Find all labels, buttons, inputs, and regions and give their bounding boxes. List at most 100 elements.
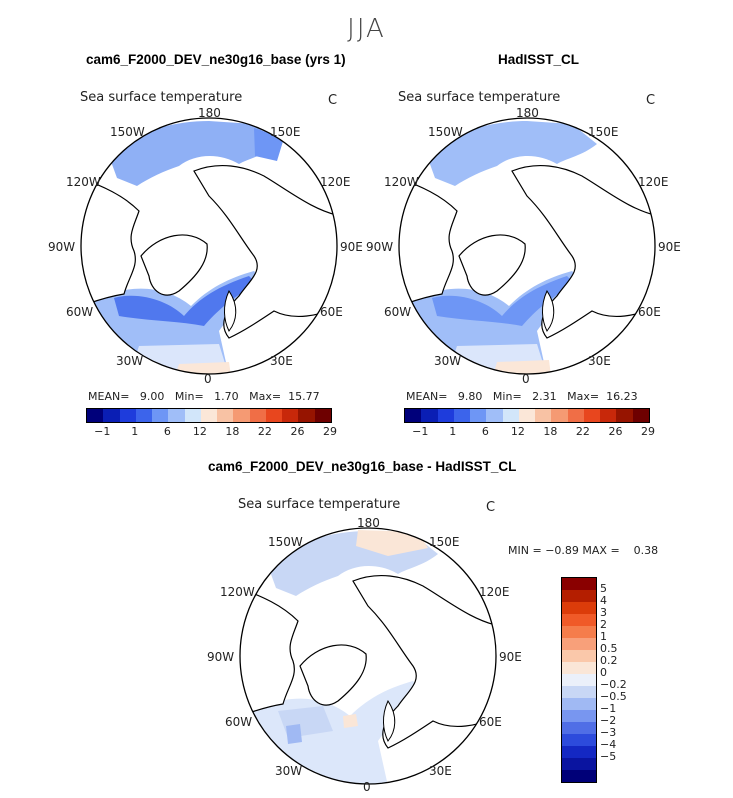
colorbar-swatch	[551, 409, 568, 422]
lon-label-60w: 60W	[384, 305, 412, 319]
land-scandinavia	[542, 289, 555, 332]
lon-label-0: 0	[522, 372, 530, 386]
colorbar-swatch	[562, 614, 596, 626]
lon-label-30w: 30W	[434, 354, 462, 368]
colorbar-swatch	[265, 409, 283, 422]
colorbar-swatch	[562, 674, 596, 686]
colorbar-swatch	[437, 409, 454, 422]
colorbar-swatch	[562, 650, 596, 662]
lon-label-120e: 120E	[638, 175, 669, 189]
lon-label-120e: 120E	[479, 585, 510, 599]
lon-label-60w: 60W	[66, 305, 94, 319]
diff-units: C	[486, 500, 496, 515]
colorbar-tick-label: 1	[600, 630, 607, 643]
colorbar-swatch	[583, 409, 601, 422]
lon-label-60e: 60E	[479, 715, 502, 729]
colorbar-swatch	[562, 746, 596, 758]
land-north-america	[399, 175, 458, 309]
colorbar-swatch	[535, 409, 552, 422]
lon-label-60w: 60W	[225, 715, 253, 729]
land-greenland	[299, 644, 367, 706]
ocean-field-atlantic-core	[432, 276, 575, 326]
lon-label-30e: 30E	[429, 764, 452, 778]
colorbar-swatch	[168, 409, 185, 422]
colorbar-swatch	[562, 638, 596, 650]
colorbar-tick-label: −0.2	[600, 678, 627, 691]
ocean-field-pacific-warm	[356, 530, 428, 556]
model-variable-name: Sea surface temperature	[80, 90, 243, 105]
colorbar-swatch	[502, 409, 519, 422]
lon-label-90w: 90W	[366, 240, 394, 254]
lon-label-180: 180	[357, 516, 380, 530]
colorbar-swatch	[632, 409, 649, 422]
lon-label-90w: 90W	[207, 650, 235, 664]
lon-label-180: 180	[198, 106, 221, 120]
colorbar-swatch	[562, 758, 596, 770]
colorbar-tick-label: 4	[600, 594, 607, 607]
obs-colorbar	[404, 408, 650, 423]
colorbar-swatch	[562, 686, 596, 698]
lon-label-90e: 90E	[658, 240, 681, 254]
lon-label-0: 0	[204, 372, 212, 386]
land-eurasia	[193, 165, 337, 339]
colorbar-swatch	[152, 409, 169, 422]
colorbar-tick-label: −0.5	[600, 690, 627, 703]
colorbar-tick-label: 0.2	[600, 654, 618, 667]
ocean-field-atlantic-core	[114, 276, 257, 326]
colorbar-tick-label: 22	[257, 425, 272, 438]
colorbar-tick-label: 6	[163, 425, 171, 438]
colorbar-tick-label: 22	[575, 425, 590, 438]
land-eurasia	[352, 575, 496, 749]
colorbar-swatch	[135, 409, 153, 422]
diff-colorbar-ticks: 5 4 3 2 1 0.5 0.2 0 −0.2 −0.5 −1 −2 −3 −4 −5	[600, 577, 640, 783]
model-polar-map	[80, 117, 338, 375]
land-greenland	[458, 234, 526, 296]
diff-variable-name: Sea surface temperature	[238, 497, 401, 512]
obs-colorbar-ticks: −1 1 6 12 18 22 26 29	[404, 425, 655, 439]
colorbar-tick-label: −1	[412, 425, 429, 438]
colorbar-swatch	[87, 409, 104, 422]
colorbar-swatch	[453, 409, 471, 422]
colorbar-swatch	[405, 409, 422, 422]
colorbar-swatch	[562, 626, 596, 638]
colorbar-swatch	[184, 409, 201, 422]
land-eurasia	[511, 165, 655, 339]
colorbar-swatch	[217, 409, 234, 422]
colorbar-tick-label: 12	[192, 425, 207, 438]
lon-label-150e: 150E	[588, 125, 619, 139]
colorbar-tick-label: 18	[225, 425, 240, 438]
ocean-field-warm-spot	[343, 714, 358, 728]
colorbar-swatch	[562, 710, 596, 722]
model-units: C	[328, 93, 338, 108]
model-stats: MEAN= 9.00 Min= 1.70 Max= 15.77	[88, 390, 320, 403]
colorbar-tick-label: 26	[608, 425, 623, 438]
lon-label-90e: 90E	[499, 650, 522, 664]
colorbar-tick-label: 3	[600, 606, 607, 619]
colorbar-tick-label: −4	[600, 738, 617, 751]
colorbar-swatch	[600, 409, 617, 422]
colorbar-swatch	[518, 409, 536, 422]
obs-variable-name: Sea surface temperature	[398, 90, 561, 105]
colorbar-swatch	[200, 409, 218, 422]
colorbar-swatch	[486, 409, 503, 422]
colorbar-tick-label: 18	[543, 425, 558, 438]
colorbar-tick-label: −5	[600, 750, 617, 763]
colorbar-swatch	[562, 602, 596, 614]
colorbar-swatch	[282, 409, 299, 422]
colorbar-swatch	[567, 409, 584, 422]
colorbar-tick-label: 12	[510, 425, 525, 438]
colorbar-swatch	[562, 578, 596, 590]
colorbar-tick-label: −1	[600, 702, 617, 715]
lon-label-120w: 120W	[384, 175, 419, 189]
colorbar-swatch	[421, 409, 438, 422]
lon-label-150e: 150E	[429, 535, 460, 549]
land-north-america	[81, 175, 140, 309]
colorbar-tick-label: −2	[600, 714, 617, 727]
colorbar-tick-label: 6	[481, 425, 489, 438]
colorbar-swatch	[562, 770, 596, 782]
colorbar-swatch	[562, 698, 596, 710]
colorbar-tick-label: −3	[600, 726, 617, 739]
lon-label-60e: 60E	[320, 305, 343, 319]
colorbar-tick-label: 29	[641, 425, 655, 438]
obs-units: C	[646, 93, 656, 108]
